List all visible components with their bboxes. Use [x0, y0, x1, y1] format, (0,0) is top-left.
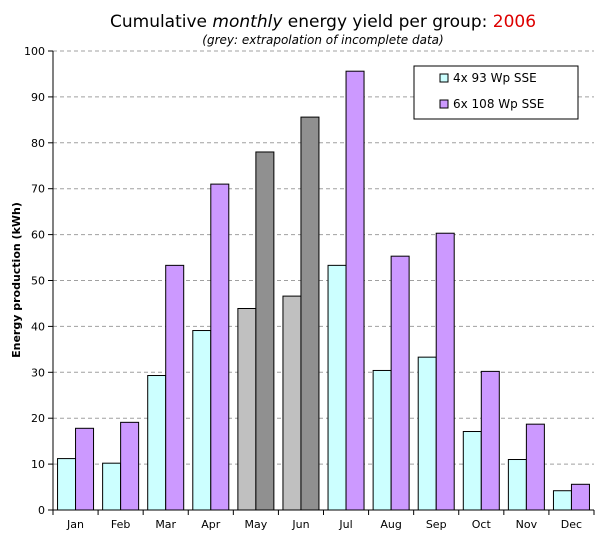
bar-apr-series-0 [192, 330, 212, 511]
x-tick-label: Jun [291, 518, 309, 531]
bar-jul-series-0 [327, 264, 347, 511]
x-tick-label: Nov [516, 518, 538, 531]
y-tick-label: 10 [31, 458, 45, 471]
x-tick-label: Feb [111, 518, 130, 531]
bar-jan-series-0 [57, 458, 77, 511]
x-tick-label: Aug [380, 518, 401, 531]
bar-jul-series-1 [345, 70, 365, 511]
legend-label-6x-108: 6x 108 Wp SSE [453, 97, 544, 111]
y-tick-label: 40 [31, 320, 45, 333]
y-tick-label: 50 [31, 275, 45, 288]
bar-oct-series-0 [462, 431, 482, 511]
bar-jan-series-1 [75, 427, 95, 511]
bar-jun-series-0 [282, 295, 302, 511]
bar-dec-series-1 [570, 483, 590, 511]
bar-oct-series-1 [480, 370, 500, 511]
x-tick-label: Jul [338, 518, 352, 531]
bar-nov-series-1 [525, 423, 545, 511]
bar-aug-series-0 [372, 369, 392, 511]
y-tick-label: 90 [31, 91, 45, 104]
chart-subtitle: (grey: extrapolation of incomplete data) [202, 33, 443, 47]
legend-label-4x-93: 4x 93 Wp SSE [453, 71, 537, 85]
y-tick-label: 30 [31, 366, 45, 379]
y-tick-label: 20 [31, 412, 45, 425]
bar-dec-series-0 [552, 490, 572, 511]
y-tick-labels: 0 10 20 30 40 50 60 70 80 90 100 [24, 45, 53, 517]
bar-feb-series-1 [120, 421, 140, 511]
bar-may-series-1 [255, 151, 275, 511]
x-tick-label: Jan [66, 518, 84, 531]
bar-mar-series-1 [165, 264, 185, 511]
y-tick-label: 70 [31, 183, 45, 196]
legend: 4x 93 Wp SSE 6x 108 Wp SSE [413, 65, 579, 120]
y-tick-label: 0 [38, 504, 45, 517]
chart-title: Cumulative monthly energy yield per grou… [110, 12, 536, 32]
legend-swatch-6x-108 [439, 99, 449, 109]
bar-jun-series-1 [300, 116, 320, 511]
bar-apr-series-1 [210, 183, 230, 511]
bar-aug-series-1 [390, 255, 410, 511]
x-tick-label: May [245, 518, 268, 531]
y-tick-label: 80 [31, 137, 45, 150]
bars [57, 70, 590, 511]
bar-nov-series-0 [507, 459, 527, 511]
y-tick-label: 100 [24, 45, 45, 58]
x-tick-label: Apr [201, 518, 221, 531]
y-tick-label: 60 [31, 229, 45, 242]
x-tick-label: Mar [155, 518, 176, 531]
x-tick-labels: Jan Feb Mar Apr May Jun Jul Aug Sep Oct Nov Dec [52, 510, 595, 531]
x-tick-label: Dec [561, 518, 582, 531]
y-axis-label: Energy production (kWh) [10, 202, 23, 358]
gridlines [53, 50, 594, 465]
bar-may-series-0 [237, 307, 257, 511]
bar-sep-series-1 [435, 232, 455, 511]
bar-feb-series-0 [102, 462, 122, 511]
bar-sep-series-0 [417, 356, 437, 511]
x-tick-label: Oct [472, 518, 492, 531]
bar-mar-series-0 [147, 375, 167, 511]
legend-swatch-4x-93 [439, 73, 449, 83]
x-tick-label: Sep [426, 518, 447, 531]
